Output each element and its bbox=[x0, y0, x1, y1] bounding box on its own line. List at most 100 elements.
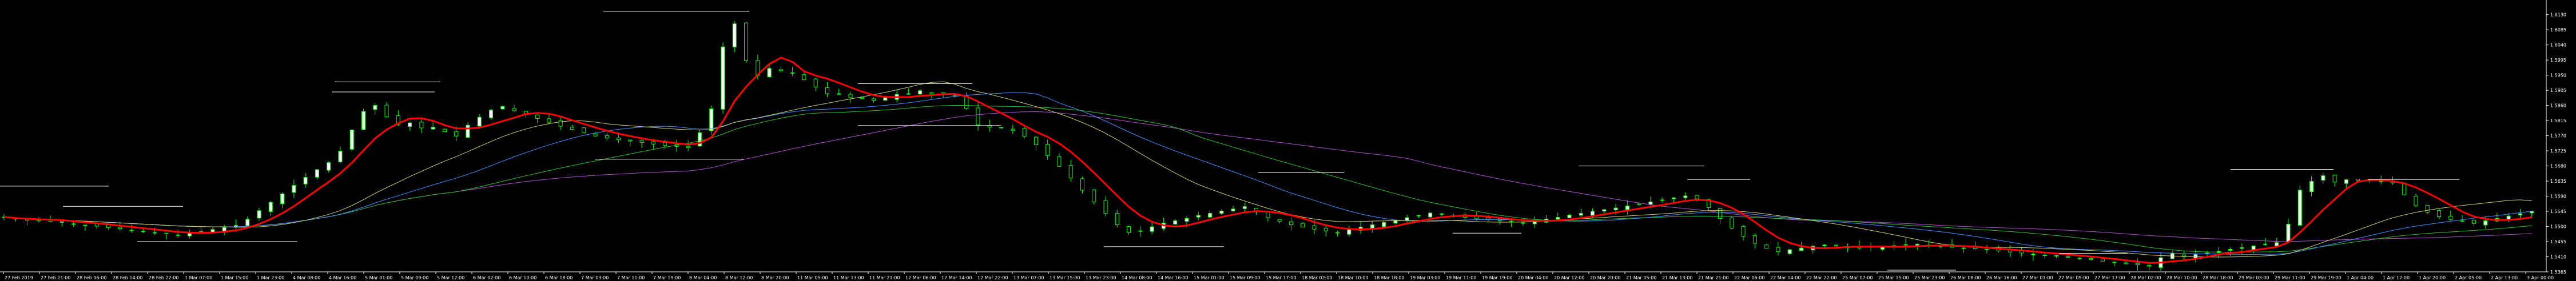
candle-body bbox=[2286, 223, 2291, 243]
candle-body bbox=[1127, 226, 1131, 233]
candle-body bbox=[570, 127, 574, 130]
candle-body bbox=[1242, 206, 1247, 209]
time-tick-label: 13 Mar 07:00 bbox=[1013, 275, 1044, 280]
candle-body bbox=[59, 221, 64, 223]
candle-body bbox=[1196, 215, 1200, 218]
time-tick-label: 11 Mar 21:00 bbox=[869, 275, 900, 280]
candle-body bbox=[2054, 255, 2058, 256]
candle-body bbox=[617, 137, 621, 140]
candle-body bbox=[2379, 180, 2383, 182]
candle-body bbox=[431, 127, 435, 130]
candle-body bbox=[744, 22, 749, 61]
candle-body bbox=[1103, 200, 1108, 214]
candle-body bbox=[1509, 220, 1514, 222]
price-tick-label: 1.5410 bbox=[2550, 255, 2566, 260]
time-tick-label: 6 Mar 18:00 bbox=[545, 275, 573, 280]
candle-body bbox=[1277, 219, 1282, 222]
candle-body bbox=[1822, 244, 1827, 246]
candle-body bbox=[1985, 248, 1989, 251]
candle-body bbox=[1602, 209, 1607, 212]
candle-body bbox=[1057, 156, 1062, 167]
candle-body bbox=[442, 129, 447, 133]
candle-body bbox=[454, 131, 459, 137]
candle-body bbox=[2228, 249, 2233, 251]
candle-body bbox=[813, 78, 818, 87]
candle-body bbox=[245, 219, 250, 226]
candle-body bbox=[1335, 232, 1340, 234]
time-tick-label: 27 Mar 09:00 bbox=[2058, 275, 2089, 280]
candle-body bbox=[2101, 258, 2105, 262]
candle-body bbox=[268, 202, 273, 212]
candle-body bbox=[2471, 219, 2476, 224]
price-tick-label: 1.5995 bbox=[2550, 58, 2566, 63]
candle-body bbox=[1312, 225, 1317, 230]
candle-body bbox=[535, 114, 540, 119]
price-tick-label: 1.5365 bbox=[2550, 270, 2566, 275]
candle-body bbox=[1416, 215, 1421, 216]
candle-body bbox=[1382, 222, 1386, 227]
candle-body bbox=[2066, 256, 2070, 258]
time-tick-label: 27 Mar 01:00 bbox=[2022, 275, 2053, 280]
candle-body bbox=[778, 69, 783, 71]
time-tick-label: 12 Mar 14:00 bbox=[941, 275, 972, 280]
candle-body bbox=[2332, 174, 2337, 183]
candle-body bbox=[512, 108, 516, 111]
time-tick-label: 20 Mar 04:00 bbox=[1518, 275, 1548, 280]
time-tick-label: 19 Mar 19:00 bbox=[1482, 275, 1512, 280]
candle-body bbox=[500, 106, 505, 110]
candle-body bbox=[2297, 190, 2302, 226]
candle-body bbox=[2182, 254, 2187, 258]
time-tick-label: 15 Mar 09:00 bbox=[1230, 275, 1260, 280]
price-tick-label: 1.5770 bbox=[2550, 134, 2566, 139]
candle-body bbox=[1903, 244, 1908, 246]
candle-body bbox=[709, 108, 714, 131]
candle-body bbox=[2089, 258, 2093, 260]
candle-body bbox=[1764, 244, 1769, 249]
candle-body bbox=[1556, 217, 1560, 220]
time-tick-label: 5 Mar 09:00 bbox=[401, 275, 428, 280]
time-tick-label: 29 Mar 19:00 bbox=[2311, 275, 2341, 280]
candle-body bbox=[767, 68, 772, 78]
time-tick-label: 28 Feb 14:00 bbox=[113, 275, 142, 280]
time-tick-label: 6 Mar 10:00 bbox=[509, 275, 536, 280]
candle-body bbox=[1567, 215, 1572, 218]
time-tick-label: 29 Mar 03:00 bbox=[2239, 275, 2269, 280]
candle-body bbox=[292, 185, 296, 193]
candle-body bbox=[2402, 183, 2407, 195]
candle-body bbox=[1068, 165, 1073, 179]
candle-body bbox=[1301, 223, 1305, 228]
candle-body bbox=[327, 162, 331, 171]
price-tick-label: 1.6130 bbox=[2550, 13, 2566, 18]
candle-body bbox=[1787, 249, 1792, 254]
candle-body bbox=[2321, 175, 2325, 181]
candle-body bbox=[1695, 195, 1699, 199]
candle-body bbox=[187, 232, 192, 236]
candle-body bbox=[2205, 252, 2209, 254]
time-tick-label: 13 Mar 15:00 bbox=[1050, 275, 1080, 280]
time-tick-label: 22 Mar 14:00 bbox=[1770, 275, 1800, 280]
time-tick-label: 7 Mar 19:00 bbox=[653, 275, 681, 280]
time-tick-label: 21 Mar 21:00 bbox=[1698, 275, 1728, 280]
candle-body bbox=[1579, 213, 1583, 216]
candle-body bbox=[1115, 212, 1119, 226]
candle-body bbox=[2425, 204, 2430, 213]
time-tick-label: 1 Mar 07:00 bbox=[185, 275, 212, 280]
candle-body bbox=[303, 177, 308, 184]
candle-body bbox=[1289, 221, 1293, 226]
candle-body bbox=[883, 97, 888, 101]
time-tick-label: 6 Mar 02:00 bbox=[473, 275, 500, 280]
candle-body bbox=[338, 151, 343, 162]
time-tick-label: 26 Mar 08:00 bbox=[1950, 275, 1981, 280]
candle-body bbox=[489, 110, 494, 118]
time-tick-label: 28 Mar 18:00 bbox=[2203, 275, 2233, 280]
candle-body bbox=[721, 46, 725, 110]
time-tick-label: 1 Mar 23:00 bbox=[257, 275, 284, 280]
price-tick-label: 1.6085 bbox=[2550, 27, 2566, 33]
candle-body bbox=[129, 230, 134, 231]
candle-body bbox=[1219, 210, 1224, 214]
candle-body bbox=[1428, 212, 1433, 218]
candle-body bbox=[2112, 262, 2117, 263]
price-tick-label: 1.5455 bbox=[2550, 239, 2566, 244]
